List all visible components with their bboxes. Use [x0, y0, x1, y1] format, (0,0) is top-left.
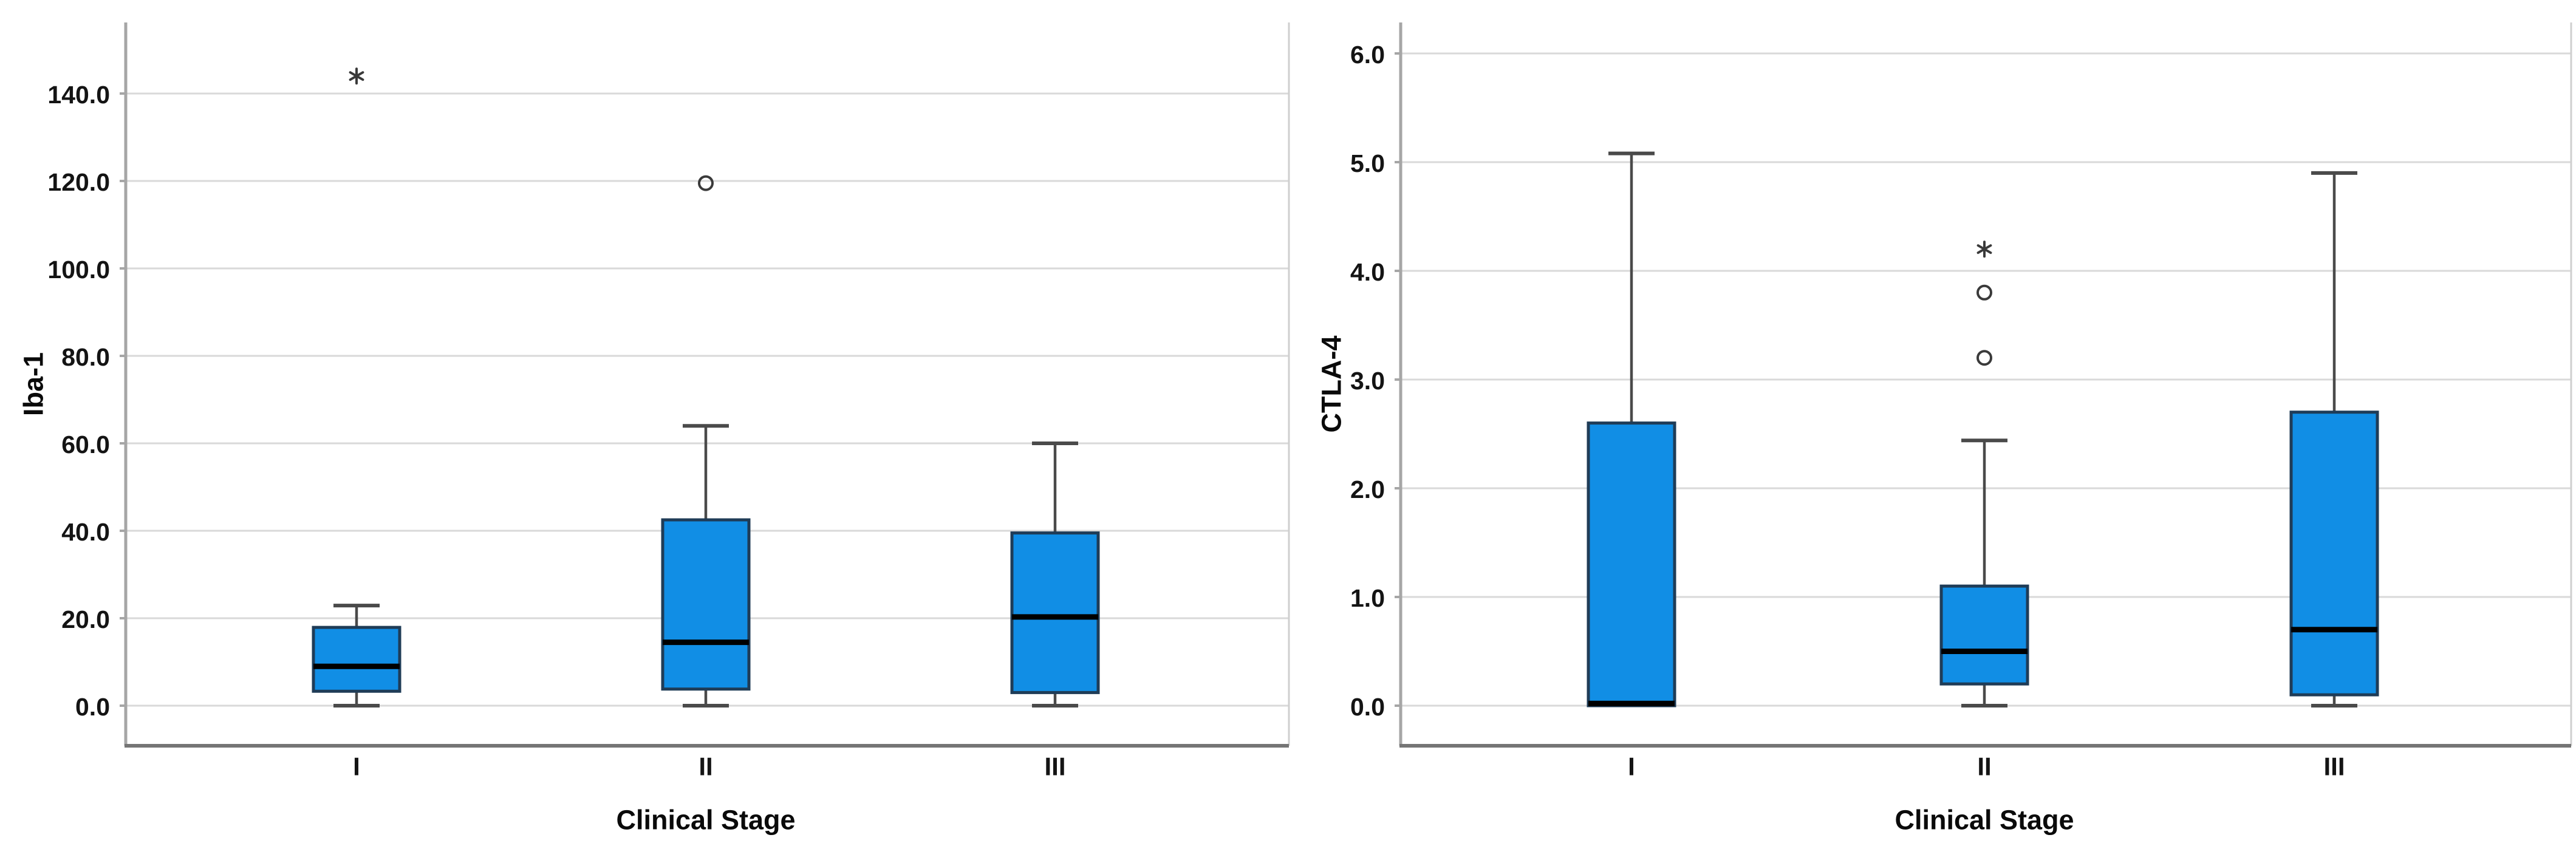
y-axis-title: CTLA-4	[1316, 336, 1347, 433]
iqr-box	[312, 626, 401, 693]
box-group-I	[1587, 151, 1676, 707]
iqr-box	[1010, 531, 1100, 694]
y-tick-label: 0.0	[1350, 693, 1385, 721]
y-tick-label: 80.0	[61, 343, 110, 371]
y-tick-label: 0.0	[75, 693, 110, 721]
box-group-III	[2289, 171, 2379, 707]
y-tick-label: 2.0	[1350, 476, 1385, 503]
y-tick-label: 40.0	[61, 518, 110, 546]
category-label: II	[1977, 752, 1991, 781]
y-tick-label: 1.0	[1350, 584, 1385, 612]
y-tick-label: 4.0	[1350, 258, 1385, 286]
box-group-II	[1939, 240, 2029, 707]
y-tick-label: 3.0	[1350, 367, 1385, 395]
iqr-box	[1587, 421, 1676, 707]
y-tick-label: 100.0	[47, 256, 110, 284]
box-group-III	[1010, 442, 1100, 707]
outlier-circle-icon	[1976, 350, 1992, 366]
category-label: I	[353, 752, 360, 781]
x-axis-title: Clinical Stage	[616, 805, 795, 836]
category-label: II	[699, 752, 712, 781]
iqr-box	[1939, 584, 2029, 686]
iqr-box	[661, 518, 751, 691]
y-axis-title: Iba-1	[18, 352, 49, 416]
box-group-II	[661, 175, 751, 707]
y-tick-label: 20.0	[61, 605, 110, 633]
y-tick-label: 140.0	[47, 81, 110, 109]
x-axis-title: Clinical Stage	[1894, 805, 2074, 836]
y-tick-label: 120.0	[47, 168, 110, 196]
outlier-star-icon	[349, 71, 364, 81]
category-label: III	[1044, 752, 1065, 781]
category-label: I	[1628, 752, 1635, 781]
y-tick-label: 6.0	[1350, 41, 1385, 69]
y-tick-label: 60.0	[61, 431, 110, 459]
outlier-circle-icon	[1976, 284, 1992, 301]
category-label: III	[2323, 752, 2345, 781]
y-tick-label: 5.0	[1350, 149, 1385, 177]
iqr-box	[2289, 411, 2379, 697]
box-group-I	[312, 67, 401, 707]
outlier-circle-icon	[698, 175, 714, 191]
outlier-star-icon	[1976, 244, 1992, 254]
